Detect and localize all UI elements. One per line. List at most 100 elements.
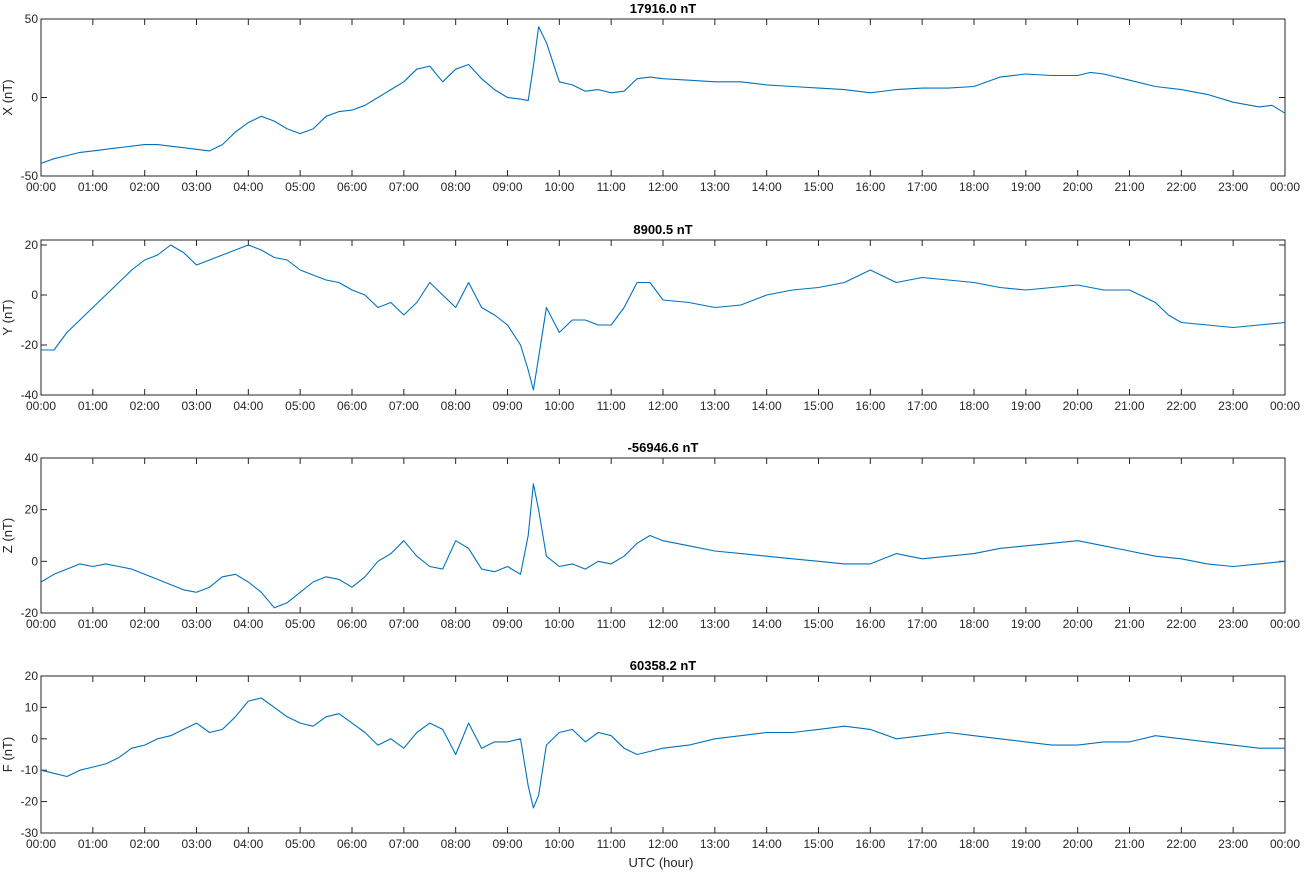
x-tick-label: 06:00 bbox=[337, 399, 367, 413]
y-tick-label: -20 bbox=[21, 338, 39, 352]
x-tick-label: 15:00 bbox=[803, 617, 833, 631]
x-tick-label: 20:00 bbox=[1063, 180, 1093, 194]
x-tick-label: 06:00 bbox=[337, 617, 367, 631]
x-tick-label: 11:00 bbox=[597, 399, 626, 413]
y-tick-label: 0 bbox=[31, 554, 38, 568]
x-tick-label: 07:00 bbox=[389, 180, 419, 194]
x-tick-label: 00:00 bbox=[26, 180, 56, 194]
x-tick-label: 22:00 bbox=[1166, 837, 1196, 851]
panel-3: 00:00 01:00 02:00 03:00 04:00 05:00 06:00 07:00… bbox=[0, 658, 1300, 851]
x-tick-label: 17:00 bbox=[907, 617, 937, 631]
x-tick-label: 11:00 bbox=[597, 617, 626, 631]
x-tick-label: 18:00 bbox=[959, 180, 989, 194]
x-tick-label: 07:00 bbox=[389, 399, 419, 413]
panel-2: 00:00 01:00 02:00 03:00 04:00 05:00 06:00 07:00… bbox=[0, 440, 1300, 631]
x-tick-label: 13:00 bbox=[700, 837, 730, 851]
x-tick-label: 00:00 bbox=[1270, 617, 1300, 631]
x-tick-label: 21:00 bbox=[1114, 837, 1144, 851]
x-tick-label: 12:00 bbox=[648, 617, 678, 631]
x-tick-label: 14:00 bbox=[752, 837, 782, 851]
x-tick-label: 20:00 bbox=[1063, 399, 1093, 413]
x-tick-label: 13:00 bbox=[700, 399, 730, 413]
plot-frame bbox=[40, 457, 1286, 614]
x-tick-label: 07:00 bbox=[389, 837, 419, 851]
x-tick-label: 05:00 bbox=[285, 180, 315, 194]
x-tick-label: 04:00 bbox=[233, 399, 263, 413]
x-tick-label: 00:00 bbox=[1270, 180, 1300, 194]
panel-title: 60358.2 nT bbox=[630, 658, 697, 673]
x-tick-label: 23:00 bbox=[1218, 399, 1248, 413]
panel-title: 17916.0 nT bbox=[630, 1, 697, 16]
x-tick-label: 02:00 bbox=[130, 617, 160, 631]
x-tick-label: 04:00 bbox=[233, 180, 263, 194]
y-axis-title: X (nT) bbox=[0, 79, 15, 115]
x-tick-label: 02:00 bbox=[130, 837, 160, 851]
y-axis-title: Z (nT) bbox=[0, 518, 15, 553]
x-tick-label: 19:00 bbox=[1011, 837, 1041, 851]
y-axis-title: Y (nT) bbox=[0, 300, 15, 336]
series-line-0 bbox=[40, 483, 1286, 609]
x-tick-label: 03:00 bbox=[181, 180, 211, 194]
panel-title: 8900.5 nT bbox=[633, 222, 692, 237]
y-tick-label: 0 bbox=[31, 732, 38, 746]
x-tick-label: 22:00 bbox=[1166, 180, 1196, 194]
x-tick-label: 07:00 bbox=[389, 617, 419, 631]
x-tick-label: 23:00 bbox=[1218, 180, 1248, 194]
x-tick-label: 20:00 bbox=[1063, 837, 1093, 851]
x-tick-label: 12:00 bbox=[648, 180, 678, 194]
x-tick-label: 16:00 bbox=[855, 180, 885, 194]
plot-frame bbox=[40, 239, 1286, 396]
x-tick-label: 00:00 bbox=[1270, 399, 1300, 413]
panel-1: 00:00 01:00 02:00 03:00 04:00 05:00 06:00 07:00… bbox=[0, 222, 1300, 413]
x-tick-label: 23:00 bbox=[1218, 837, 1248, 851]
y-tick-label: -20 bbox=[21, 795, 39, 809]
x-tick-label: 14:00 bbox=[752, 617, 782, 631]
x-tick-label: 14:00 bbox=[752, 180, 782, 194]
x-tick-label: 05:00 bbox=[285, 837, 315, 851]
series-line-0 bbox=[40, 697, 1285, 809]
x-tick-label: 17:00 bbox=[907, 180, 937, 194]
x-tick-label: 04:00 bbox=[233, 837, 263, 851]
x-tick-label: 18:00 bbox=[959, 617, 989, 631]
x-tick-label: 10:00 bbox=[544, 617, 574, 631]
x-tick-label: 08:00 bbox=[441, 617, 471, 631]
x-tick-label: 03:00 bbox=[181, 399, 211, 413]
x-tick-label: 16:00 bbox=[855, 399, 885, 413]
x-tick-label: 00:00 bbox=[1270, 837, 1300, 851]
panel-title: -56946.6 nT bbox=[628, 440, 699, 455]
y-tick-label: -20 bbox=[21, 606, 39, 620]
x-tick-label: 00:00 bbox=[26, 837, 56, 851]
y-tick-label: -30 bbox=[21, 826, 39, 840]
y-tick-label: 10 bbox=[25, 700, 39, 714]
y-tick-label: 0 bbox=[31, 91, 38, 105]
x-tick-label: 09:00 bbox=[492, 399, 522, 413]
y-tick-label: 0 bbox=[31, 288, 38, 302]
x-tick-label: 17:00 bbox=[907, 399, 937, 413]
x-tick-label: 10:00 bbox=[544, 180, 574, 194]
x-tick-label: 05:00 bbox=[285, 399, 315, 413]
y-axis-title: F (nT) bbox=[0, 737, 15, 772]
x-tick-label: 18:00 bbox=[959, 837, 989, 851]
x-tick-label: 01:00 bbox=[78, 399, 108, 413]
x-tick-label: 09:00 bbox=[492, 837, 522, 851]
x-tick-label: 02:00 bbox=[130, 180, 160, 194]
x-tick-label: 00:00 bbox=[26, 399, 56, 413]
y-tick-label: 20 bbox=[25, 503, 39, 517]
x-tick-label: 11:00 bbox=[597, 180, 626, 194]
x-tick-label: 22:00 bbox=[1166, 617, 1196, 631]
x-tick-label: 16:00 bbox=[855, 837, 885, 851]
x-tick-label: 02:00 bbox=[130, 399, 160, 413]
x-tick-label: 13:00 bbox=[700, 617, 730, 631]
x-tick-label: 01:00 bbox=[78, 180, 108, 194]
x-tick-label: 11:00 bbox=[597, 837, 626, 851]
x-tick-label: 19:00 bbox=[1011, 617, 1041, 631]
y-tick-label: -50 bbox=[21, 169, 39, 183]
plot-frame bbox=[40, 18, 1286, 177]
x-tick-label: 09:00 bbox=[492, 180, 522, 194]
x-tick-label: 06:00 bbox=[337, 180, 367, 194]
y-tick-label: 40 bbox=[25, 451, 39, 465]
x-tick-label: 15:00 bbox=[803, 837, 833, 851]
x-tick-label: 12:00 bbox=[648, 837, 678, 851]
y-tick-label: -10 bbox=[21, 763, 39, 777]
x-tick-label: 13:00 bbox=[700, 180, 730, 194]
